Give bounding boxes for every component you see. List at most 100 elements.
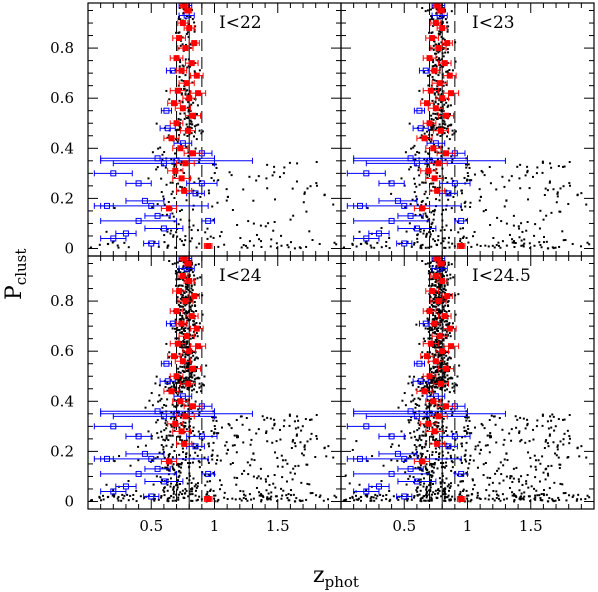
photometric-point: [163, 456, 166, 459]
photometric-point: [529, 247, 532, 250]
photometric-point: [430, 303, 433, 306]
photometric-point: [273, 474, 276, 477]
photometric-point: [163, 151, 166, 154]
photometric-point: [437, 421, 440, 424]
photometric-point: [388, 236, 391, 239]
photometric-point: [518, 227, 521, 230]
spec-member-point: [167, 167, 184, 174]
photometric-point: [187, 155, 190, 158]
photometric-point: [276, 456, 279, 459]
photometric-point: [478, 188, 481, 191]
photometric-point: [432, 312, 435, 315]
photometric-point: [198, 414, 201, 417]
photometric-point: [432, 466, 435, 469]
photometric-point: [436, 312, 439, 315]
photometric-point: [422, 430, 425, 433]
photometric-point: [171, 467, 174, 470]
spec-nonmember-point: [346, 423, 386, 430]
photometric-point: [198, 242, 201, 245]
photometric-point: [161, 479, 164, 482]
photometric-point: [429, 337, 432, 340]
photometric-point: [417, 419, 420, 422]
photometric-point: [156, 203, 159, 206]
spec-member-point: [172, 145, 189, 152]
photometric-point: [468, 419, 471, 422]
spec-member-point: [189, 343, 207, 350]
photometric-point: [414, 411, 417, 414]
photometric-point: [164, 419, 167, 422]
photometric-point: [542, 493, 545, 496]
photometric-point: [448, 486, 451, 489]
photometric-point: [106, 243, 109, 246]
photometric-point: [526, 171, 529, 174]
photometric-point: [468, 432, 471, 435]
photometric-point: [447, 489, 450, 492]
photometric-point: [282, 425, 285, 428]
photometric-point: [434, 116, 437, 119]
photometric-point: [436, 17, 439, 20]
spec-nonmember-point: [125, 180, 152, 187]
photometric-point: [518, 431, 521, 434]
spec-member-point: [420, 167, 437, 174]
photometric-point: [465, 460, 468, 463]
photometric-point: [166, 246, 169, 249]
photometric-point: [180, 463, 183, 466]
photometric-point: [442, 339, 445, 342]
photometric-point: [264, 225, 267, 228]
spec-nonmember-point: [396, 240, 413, 247]
photometric-point: [184, 488, 187, 491]
spec-nonmember-points: [346, 3, 506, 247]
photometric-point: [184, 239, 187, 242]
photometric-point: [163, 429, 166, 432]
photometric-point: [244, 244, 247, 247]
photometric-point: [432, 390, 435, 393]
photometric-point: [388, 489, 391, 492]
photometric-point: [545, 439, 548, 442]
photometric-point: [437, 327, 440, 330]
photometric-point: [442, 308, 445, 311]
photometric-point: [489, 432, 492, 435]
photometric-point: [428, 138, 431, 141]
spec-member-marker: [186, 25, 193, 32]
photometric-point: [182, 329, 185, 332]
photometric-point: [156, 456, 159, 459]
photometric-point: [562, 185, 565, 188]
photometric-point: [421, 445, 424, 448]
photometric-point: [137, 459, 140, 462]
photometric-point: [434, 52, 437, 55]
photometric-point: [153, 497, 156, 500]
photometric-point: [432, 471, 435, 474]
photometric-point: [446, 301, 449, 304]
photometric-point: [432, 238, 435, 241]
photometric-point: [432, 185, 435, 188]
photometric-point: [434, 365, 437, 368]
photometric-point: [219, 459, 222, 462]
photometric-point: [391, 443, 394, 446]
photometric-point: [189, 306, 192, 309]
photometric-point: [210, 454, 213, 457]
photometric-point: [423, 158, 426, 161]
photometric-point: [441, 219, 444, 222]
photometric-point: [546, 420, 549, 423]
spec-member-marker: [418, 458, 425, 465]
photometric-point: [169, 430, 172, 433]
photometric-point: [188, 425, 191, 428]
photometric-point: [567, 202, 570, 205]
photometric-point: [432, 44, 435, 47]
photometric-point: [156, 419, 159, 422]
photometric-point: [180, 284, 183, 287]
photometric-point: [426, 327, 429, 330]
photometric-point: [197, 408, 200, 411]
photometric-point: [186, 31, 189, 34]
photometric-point: [147, 177, 150, 180]
photometric-point: [441, 52, 444, 55]
spec-nonmember-point: [346, 170, 386, 177]
photometric-point: [444, 389, 447, 392]
photometric-point: [436, 327, 439, 330]
photometric-point: [586, 241, 589, 244]
photometric-point: [129, 464, 132, 467]
photometric-point: [414, 467, 417, 470]
photometric-point: [426, 317, 429, 320]
photometric-point: [410, 245, 413, 248]
photometric-point: [303, 448, 306, 451]
